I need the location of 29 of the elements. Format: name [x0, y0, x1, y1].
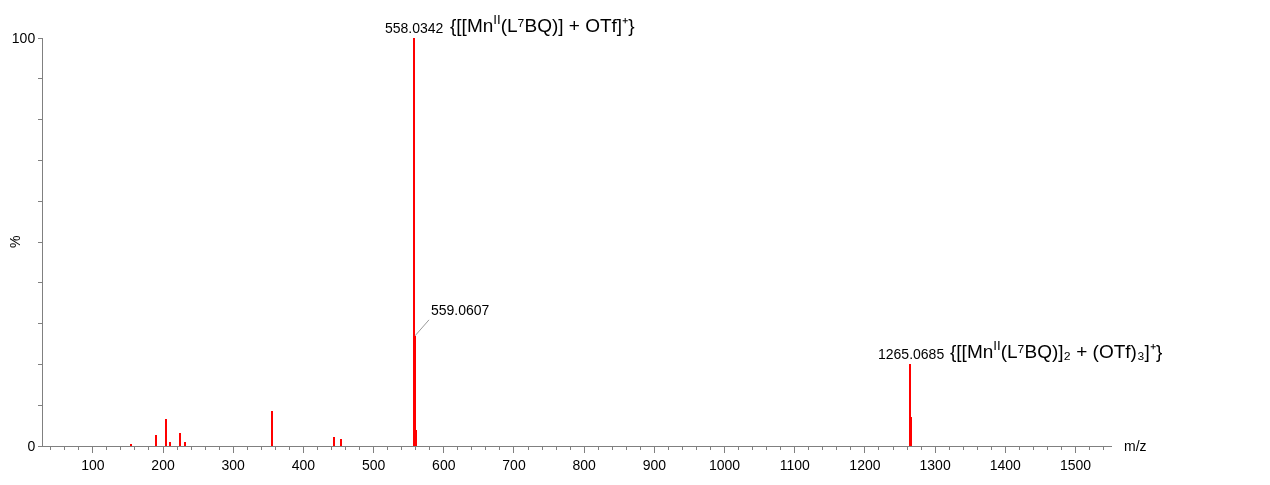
x-tick-label: 1100 [779, 456, 810, 473]
y-tick-label: 0 [27, 437, 36, 454]
x-tick-label: 400 [291, 456, 316, 473]
x-tick-label: 600 [432, 456, 456, 473]
x-tick-label: 1200 [849, 456, 881, 473]
x-tick-label: 1000 [708, 456, 741, 473]
bar [155, 435, 157, 446]
bar [340, 439, 342, 446]
x-tick-label: 300 [221, 456, 246, 473]
x-tick-label: 800 [572, 456, 597, 473]
x-tick-label: 200 [151, 456, 175, 473]
annotation: 558.0342 {[[Mn$^{II}$(L⁷BQ)] + OTf]⁺} [385, 12, 635, 36]
x-tick-label: 700 [502, 456, 526, 473]
bar [179, 433, 181, 446]
bar [184, 442, 186, 446]
y-axis-title: % [7, 235, 23, 248]
x-tick-label: 900 [642, 456, 667, 473]
annotation: 1265.0685 {[[Mn$^{II}$(L⁷BQ)]₂ + (OTf)₃]⁺} [878, 338, 1163, 362]
x-tick-label: 1500 [1059, 456, 1092, 473]
x-axis-title: m/z [1124, 438, 1147, 454]
bar [271, 411, 273, 446]
x-tick-label: 1300 [919, 456, 951, 473]
x-tick-label: 100 [81, 456, 105, 473]
x-tick-label: 500 [361, 456, 386, 473]
bar [333, 437, 335, 446]
annotation: 559.0607 [431, 302, 490, 318]
x-tick-label: 1400 [989, 456, 1022, 473]
bar [169, 442, 171, 446]
bar [165, 419, 167, 446]
